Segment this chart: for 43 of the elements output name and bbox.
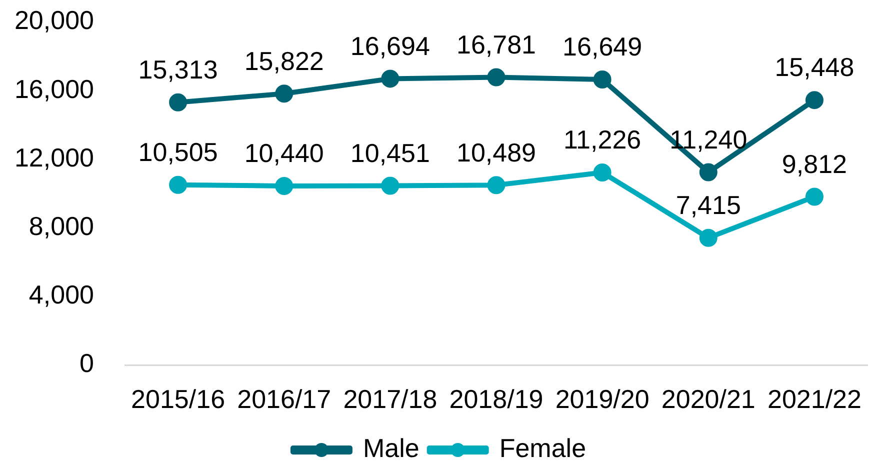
x-tick-label: 2018/19	[449, 384, 544, 414]
x-tick-label: 2015/16	[131, 384, 226, 414]
y-tick-label: 4,000	[28, 280, 94, 310]
point	[275, 84, 294, 103]
data-label: 16,649	[562, 32, 642, 62]
point	[275, 176, 294, 195]
data-label: 16,781	[456, 29, 536, 60]
data-label: 11,226	[564, 124, 642, 155]
y-tick-label: 0	[80, 348, 94, 378]
y-tick-label: 8,000	[28, 210, 94, 241]
data-label: 10,489	[456, 137, 536, 168]
data-label: 10,505	[138, 137, 218, 168]
x-tick-label: 2019/20	[555, 384, 650, 414]
point	[381, 70, 400, 88]
x-tick-label: 2020/21	[661, 384, 756, 414]
point	[593, 70, 612, 88]
point	[169, 93, 188, 112]
data-label: 15,448	[774, 52, 854, 82]
y-tick-label: 16,000	[14, 74, 94, 104]
point	[487, 68, 506, 86]
data-label: 15,313	[138, 54, 218, 85]
point	[381, 176, 400, 195]
point	[593, 163, 612, 182]
data-label: 16,694	[350, 30, 430, 61]
data-label: 10,451	[350, 138, 430, 168]
x-tick-label: 2021/22	[767, 384, 862, 414]
data-label: 9,812	[782, 148, 848, 179]
data-label: 7,415	[676, 190, 741, 220]
point	[805, 91, 824, 110]
data-label: 15,822	[244, 46, 324, 76]
y-tick-label: 20,000	[14, 5, 94, 36]
x-tick-label: 2016/17	[237, 384, 332, 414]
point	[487, 176, 506, 194]
point	[169, 176, 188, 194]
point	[805, 188, 824, 206]
y-tick-label: 12,000	[14, 142, 94, 172]
legend-label: Male	[362, 433, 420, 461]
point	[699, 163, 718, 182]
x-tick-label: 2017/18	[343, 384, 438, 414]
legend-label: Female	[499, 433, 586, 461]
data-label: 11,240	[670, 124, 748, 154]
data-label: 10,440	[244, 138, 324, 168]
point	[699, 228, 718, 247]
